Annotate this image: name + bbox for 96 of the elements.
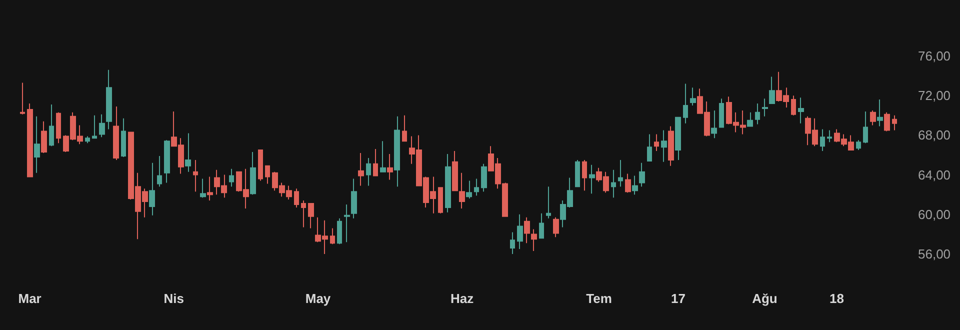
candlestick (402, 114, 407, 142)
candlestick (856, 140, 861, 151)
candlestick (791, 95, 796, 116)
candlestick (474, 178, 479, 196)
candlestick (870, 110, 876, 126)
candlestick (618, 159, 623, 188)
candlestick (387, 154, 393, 180)
candlestick (92, 114, 97, 139)
candlestick (647, 134, 652, 162)
candlestick (762, 98, 768, 117)
candlestick (49, 104, 54, 147)
candlestick (185, 132, 191, 172)
y-tick-label: 68,00 (918, 128, 951, 143)
candlestick (200, 178, 206, 198)
candlestick (308, 203, 314, 229)
candlestick (510, 232, 515, 254)
x-tick-label: Haz (450, 291, 474, 306)
candlestick (27, 103, 33, 178)
candlestick (639, 162, 645, 188)
candlestick (625, 173, 631, 194)
candlestick (337, 218, 342, 245)
candlestick (459, 172, 465, 209)
candlestick (373, 148, 378, 176)
candlestick (755, 103, 760, 125)
candlestick (892, 114, 897, 131)
candlestick (41, 120, 47, 154)
candlestick (301, 200, 306, 228)
candlestick (589, 164, 595, 194)
candlestick (747, 112, 753, 127)
candlestick (546, 186, 551, 219)
y-tick-label: 60,00 (918, 206, 951, 222)
candlestick (85, 136, 90, 144)
candlestick (394, 116, 400, 188)
candlestick (820, 128, 825, 152)
candlestick (690, 87, 696, 106)
x-tick-label: Ağu (752, 291, 778, 306)
candlestick (466, 180, 472, 200)
candlestick (294, 188, 299, 208)
x-tick-label: Tem (586, 291, 612, 306)
y-tick-label: 64,00 (918, 167, 951, 182)
candlestick (798, 97, 804, 124)
candlestick (351, 178, 357, 219)
candlestick (20, 82, 25, 115)
candlestick (711, 110, 717, 139)
x-tick-label: May (305, 291, 332, 306)
candlestick (481, 163, 487, 192)
candlestick (452, 150, 458, 192)
candlestick (358, 152, 364, 186)
candlestick (99, 114, 105, 138)
candlestick (575, 159, 580, 188)
candlestick (531, 228, 537, 252)
candlestick (149, 162, 155, 216)
x-tick-label: 17 (671, 291, 686, 306)
x-tick-label: 18 (830, 291, 844, 306)
candlestick (56, 112, 61, 144)
candlestick (683, 83, 688, 124)
candlestick (884, 112, 890, 132)
candlestick (344, 204, 350, 243)
y-tick-label: 76,00 (918, 48, 951, 64)
candlestick (863, 110, 868, 144)
candlestick (366, 157, 371, 186)
candlestick (265, 165, 270, 184)
y-tick-label: 72,00 (918, 88, 951, 104)
candlestick (34, 116, 40, 174)
candlestick (207, 176, 213, 202)
candlestick (661, 130, 667, 162)
candlestick (877, 99, 883, 127)
x-tick-label: Mar (18, 291, 42, 306)
candlestick (121, 118, 126, 158)
candlestick (668, 126, 674, 166)
candlestick (445, 154, 451, 213)
candlestick (524, 216, 530, 244)
candlestick (517, 214, 523, 250)
candlestick (675, 116, 681, 160)
x-tick-label: Nis (164, 291, 184, 306)
candlestick (229, 168, 234, 188)
candlestick (330, 228, 335, 245)
candlestick (769, 76, 775, 104)
candlestick (553, 216, 559, 238)
candlestick (539, 212, 544, 239)
candlestick (113, 106, 119, 160)
candlestick (250, 152, 256, 196)
candlestick (827, 130, 832, 143)
candlestick (193, 159, 198, 192)
candlestick (164, 140, 170, 184)
candlestick (438, 187, 443, 214)
candlestick (258, 150, 263, 182)
candlestick (611, 169, 616, 198)
y-tick-label: 56,00 (918, 246, 951, 262)
candlestick (380, 140, 386, 172)
candlestick (157, 155, 162, 188)
candlestick (582, 159, 587, 192)
candlestick (632, 175, 638, 196)
candlestick (106, 69, 112, 130)
candlestick (719, 98, 724, 128)
candlestick (654, 134, 659, 152)
